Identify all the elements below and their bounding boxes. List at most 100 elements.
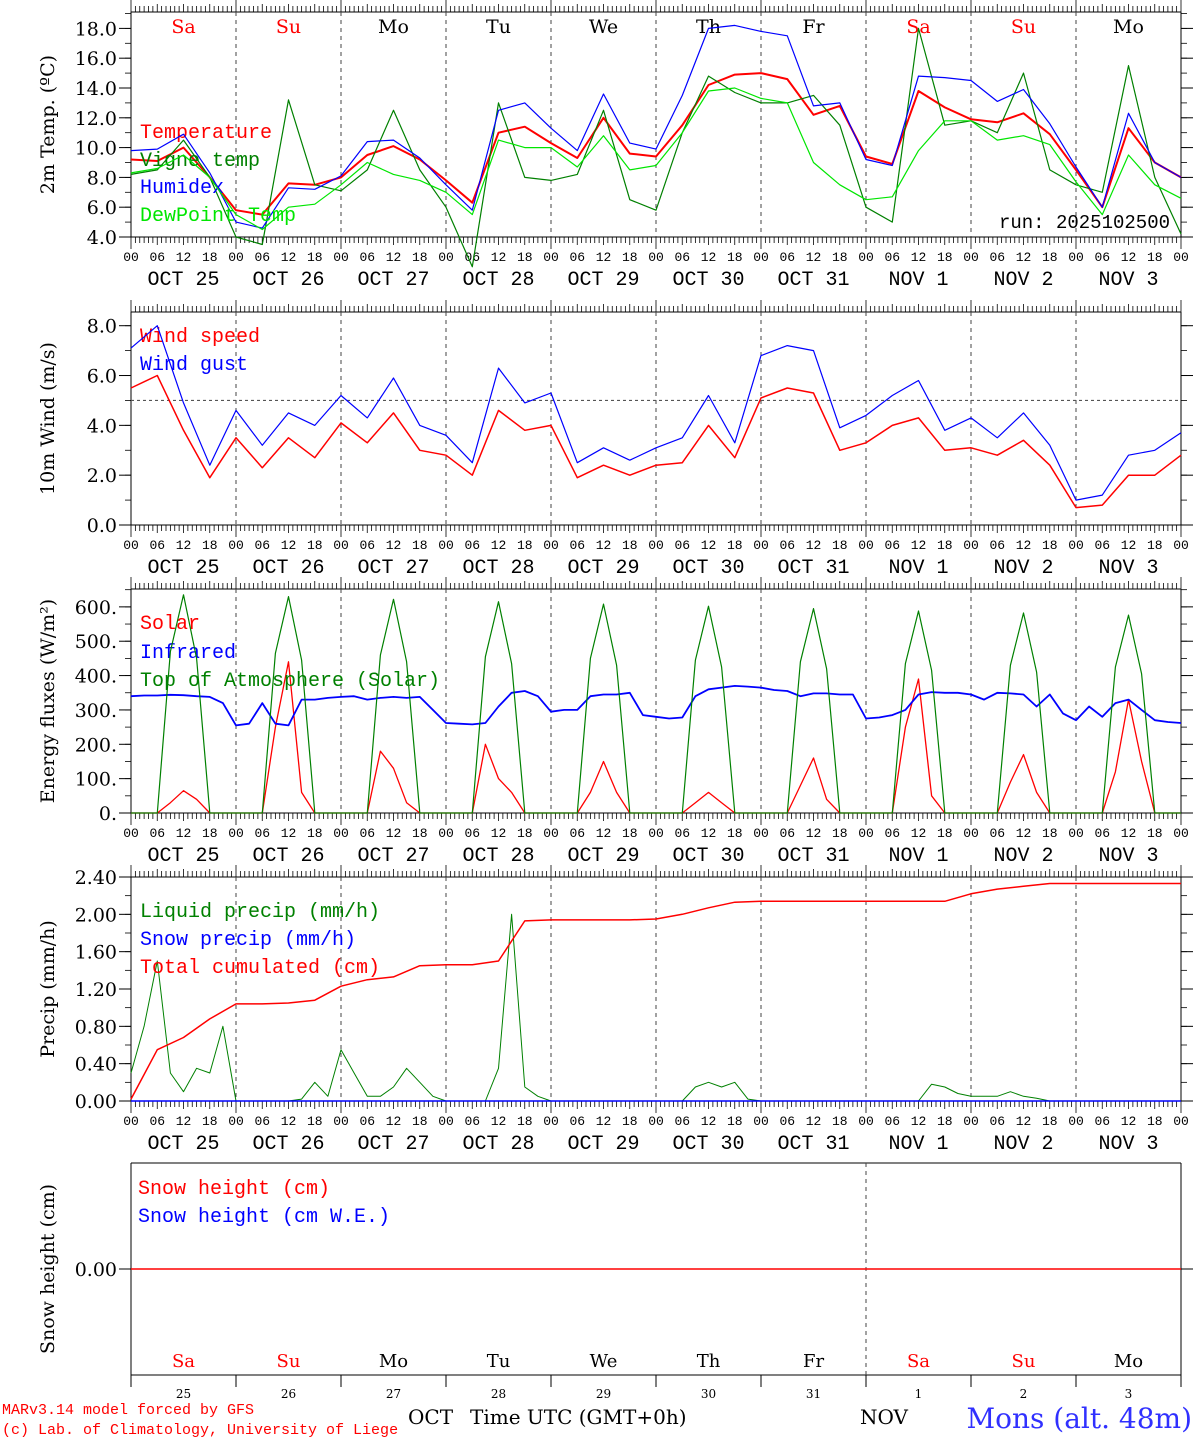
hour-tick-label: 00 xyxy=(648,826,664,841)
y-tick-label: 8.0 xyxy=(87,316,117,338)
hour-tick-label: 18 xyxy=(517,1114,533,1129)
hour-tick-label: 18 xyxy=(1042,1114,1058,1129)
hour-tick-label: 12 xyxy=(911,538,927,553)
station-name: Mons (alt. 48m) xyxy=(966,1402,1192,1435)
hour-tick-label: 12 xyxy=(596,1114,612,1129)
hour-tick-label: 18 xyxy=(832,826,848,841)
hour-tick-label: 12 xyxy=(176,1114,192,1129)
day-number-label: 27 xyxy=(386,1387,401,1401)
hour-tick-label: 06 xyxy=(779,826,795,841)
hour-tick-label: 12 xyxy=(596,826,612,841)
hour-tick-label: 12 xyxy=(596,250,612,265)
y-tick-label: 18.0 xyxy=(75,18,117,40)
legend-entry: Wind gust xyxy=(140,354,248,377)
date-label: OCT 27 xyxy=(357,557,429,580)
hour-tick-label: 00 xyxy=(543,1114,559,1129)
model-credit: MARv3.14 model forced by GFS xyxy=(2,1402,254,1419)
day-number-label: 26 xyxy=(281,1387,296,1401)
hour-tick-label: 18 xyxy=(622,250,638,265)
weekday-label: Sa xyxy=(907,1351,930,1372)
legend-entry: Vigne temp xyxy=(140,150,260,173)
month-label-oct: OCT xyxy=(408,1405,454,1429)
y-tick-label: 0.00 xyxy=(75,1091,117,1113)
hour-tick-label: 00 xyxy=(123,250,139,265)
hour-tick-label: 06 xyxy=(884,1114,900,1129)
hour-tick-label: 00 xyxy=(228,826,244,841)
hour-tick-label: 06 xyxy=(464,250,480,265)
day-number-label: 1 xyxy=(915,1387,923,1401)
y-tick-label: 14.0 xyxy=(75,78,117,100)
hour-tick-label: 06 xyxy=(674,1114,690,1129)
hour-tick-label: 18 xyxy=(1042,826,1058,841)
hour-tick-label: 06 xyxy=(569,1114,585,1129)
hour-tick-label: 18 xyxy=(412,826,428,841)
date-label: OCT 30 xyxy=(672,1133,744,1156)
series-line-total-cumulated-cm- xyxy=(130,882,1181,1100)
hour-tick-label: 18 xyxy=(622,826,638,841)
hour-tick-label: 06 xyxy=(989,538,1005,553)
y-tick-label: 0.40 xyxy=(75,1054,117,1076)
y-tick-label: 12.0 xyxy=(75,108,117,130)
hour-tick-label: 00 xyxy=(1173,250,1189,265)
hour-tick-label: 00 xyxy=(228,1114,244,1129)
hour-tick-label: 12 xyxy=(701,538,717,553)
hour-tick-label: 00 xyxy=(1173,538,1189,553)
hour-tick-label: 06 xyxy=(569,250,585,265)
date-label: OCT 27 xyxy=(357,269,429,292)
y-tick-label: 8.0 xyxy=(87,167,117,189)
date-label: NOV 1 xyxy=(888,557,948,580)
hour-tick-label: 00 xyxy=(543,250,559,265)
hour-tick-label: 18 xyxy=(727,826,743,841)
legend-entry: Snow height (cm W.E.) xyxy=(138,1206,390,1229)
series-line-dewpoint-temp xyxy=(130,87,1182,231)
date-label: OCT 29 xyxy=(567,269,639,292)
date-label: OCT 29 xyxy=(567,1133,639,1156)
y-tick-label: 500. xyxy=(75,631,117,653)
hour-tick-label: 06 xyxy=(149,538,165,553)
date-label: NOV 3 xyxy=(1098,557,1158,580)
hour-tick-label: 00 xyxy=(858,250,874,265)
hour-tick-label: 00 xyxy=(333,826,349,841)
hour-tick-label: 18 xyxy=(307,250,323,265)
hour-tick-label: 00 xyxy=(438,1114,454,1129)
hour-tick-label: 00 xyxy=(1068,250,1084,265)
hour-tick-label: 18 xyxy=(937,1114,953,1129)
hour-tick-label: 06 xyxy=(359,538,375,553)
weekday-label: We xyxy=(589,16,618,38)
date-label: OCT 25 xyxy=(147,557,219,580)
hour-tick-label: 06 xyxy=(779,538,795,553)
y-tick-label: 6.0 xyxy=(87,366,117,388)
hour-tick-label: 00 xyxy=(438,250,454,265)
weekday-label: Mo xyxy=(1113,16,1144,38)
hour-tick-label: 12 xyxy=(491,538,507,553)
date-label: NOV 1 xyxy=(888,1133,948,1156)
month-label-nov: NOV xyxy=(860,1405,909,1429)
weekday-label: Fr xyxy=(802,16,825,38)
hour-tick-label: 06 xyxy=(884,538,900,553)
date-label: OCT 26 xyxy=(252,557,324,580)
hour-tick-label: 12 xyxy=(491,1114,507,1129)
hour-tick-label: 12 xyxy=(386,1114,402,1129)
date-label: OCT 28 xyxy=(462,557,534,580)
hour-tick-label: 06 xyxy=(149,1114,165,1129)
date-label: OCT 31 xyxy=(777,845,849,868)
hour-tick-label: 00 xyxy=(858,1114,874,1129)
hour-tick-label: 18 xyxy=(832,538,848,553)
hour-tick-label: 12 xyxy=(911,1114,927,1129)
hour-tick-label: 12 xyxy=(1121,538,1137,553)
hour-tick-label: 06 xyxy=(989,1114,1005,1129)
date-label: NOV 2 xyxy=(993,557,1053,580)
hour-tick-label: 00 xyxy=(123,826,139,841)
hour-tick-label: 18 xyxy=(517,538,533,553)
hour-tick-label: 18 xyxy=(1042,538,1058,553)
date-label: OCT 25 xyxy=(147,845,219,868)
weekday-label: Su xyxy=(277,1351,301,1372)
hour-tick-label: 06 xyxy=(884,826,900,841)
hour-tick-label: 00 xyxy=(1173,1114,1189,1129)
hour-tick-label: 00 xyxy=(753,826,769,841)
y-tick-label: 300. xyxy=(75,700,117,722)
y-tick-label: 0. xyxy=(99,803,117,825)
weekday-label: Th xyxy=(696,16,721,38)
hour-tick-label: 12 xyxy=(1016,826,1032,841)
